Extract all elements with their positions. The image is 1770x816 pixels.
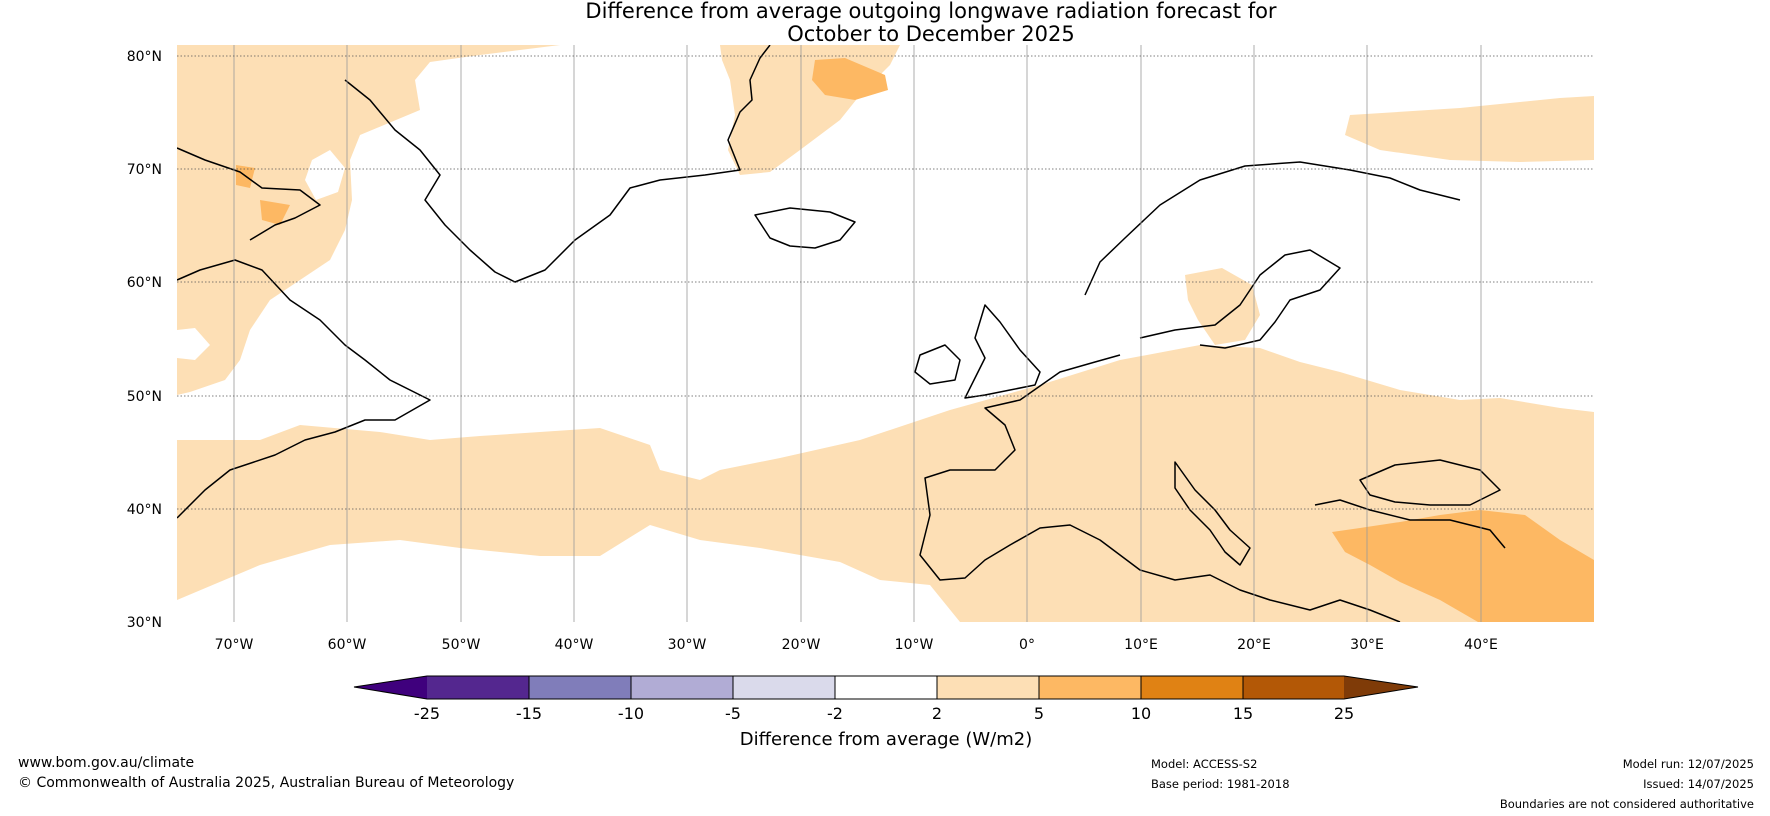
colorbar-bin	[733, 676, 835, 699]
base-period-text: Base period: 1981-2018	[1151, 777, 1290, 791]
lon-label: 30°E	[1350, 637, 1384, 653]
colorbar-dividers	[528, 676, 1244, 699]
ireland-coastline	[914, 344, 961, 385]
longitude-labels: 70°W 60°W 50°W 40°W 30°W 20°W 10°W 0° 10…	[215, 637, 1498, 653]
colorbar-bin	[529, 676, 631, 699]
colorbar-tick: -5	[725, 704, 741, 723]
labrador-coastline	[177, 259, 431, 519]
colorbar-tick: -15	[516, 704, 542, 723]
lon-label: 60°W	[328, 637, 367, 653]
colorbar-tick: -10	[618, 704, 644, 723]
anomaly-5-to-10-regions	[236, 58, 1594, 622]
anomaly-2-to-5-regions	[177, 45, 1594, 622]
issued-text: Issued: 14/07/2025	[1643, 777, 1754, 791]
colorbar-bin	[1039, 676, 1141, 699]
colorbar-bin	[835, 676, 937, 699]
anomaly-region-eastern-europe	[1345, 96, 1594, 162]
latitude-gridlines	[177, 55, 1594, 510]
colorbar-bin	[1141, 676, 1243, 699]
colorbar-bin	[937, 676, 1039, 699]
baffin-coastline	[177, 147, 321, 241]
britain-coastline	[964, 304, 1041, 399]
lat-label: 60°N	[127, 275, 162, 291]
longitude-gridlines	[233, 45, 1482, 622]
model-run-text: Model run: 12/07/2025	[1622, 757, 1754, 771]
coastlines	[177, 45, 1506, 622]
lon-label: 50°W	[442, 637, 481, 653]
near-average-hole-1	[305, 150, 345, 200]
colorbar-tick: 2	[932, 704, 942, 723]
lon-label: 10°E	[1124, 637, 1158, 653]
colorbar-tick: -25	[414, 704, 440, 723]
lon-label: 20°W	[782, 637, 821, 653]
colorbar-bin	[1243, 676, 1344, 699]
turkey-coastline	[1314, 499, 1506, 549]
near-average-hole-2	[177, 328, 210, 360]
map-title-line-2: October to December 2025	[787, 22, 1075, 46]
lon-label: 40°W	[555, 637, 594, 653]
colorbar-tick: 15	[1233, 704, 1253, 723]
colorbar-arrow-high	[1344, 676, 1418, 699]
anomaly-region-canada-small	[260, 200, 290, 225]
near-average-hole-3	[250, 350, 290, 380]
scandinavia-coastline	[1084, 161, 1461, 296]
lon-label: 70°W	[215, 637, 254, 653]
model-text: Model: ACCESS-S2	[1151, 757, 1258, 771]
colorbar-label: Difference from average (W/m2)	[740, 729, 1032, 750]
colorbar-tick: 25	[1334, 704, 1354, 723]
europe-atlantic-coastline	[919, 354, 1401, 622]
latitude-labels: 80°N 70°N 60°N 50°N 40°N 30°N	[127, 49, 162, 631]
colorbar-tick: 10	[1131, 704, 1151, 723]
greenland-coastline	[344, 45, 771, 283]
map-title: Difference from average outgoing longwav…	[0, 0, 1770, 46]
lon-label: 20°E	[1237, 637, 1271, 653]
colorbar-tick-labels: -25 -15 -10 -5 -2 2 5 10 15 25	[414, 704, 1354, 723]
anomaly-region-middle-east	[1332, 510, 1594, 622]
black-sea-coastline	[1359, 459, 1501, 506]
colorbar-bin	[427, 676, 529, 699]
colorbar-tick: 5	[1034, 704, 1044, 723]
lat-label: 80°N	[127, 49, 162, 65]
near-average-holes	[177, 150, 345, 380]
colorbar-tick: -2	[827, 704, 843, 723]
colorbar-bin	[631, 676, 733, 699]
map-area	[177, 45, 1594, 622]
lon-label: 10°W	[895, 637, 934, 653]
anomaly-region-svalbard	[812, 58, 888, 100]
lat-label: 30°N	[127, 615, 162, 631]
italy-coastline	[1174, 461, 1251, 566]
lat-label: 40°N	[127, 502, 162, 518]
lon-label: 40°E	[1464, 637, 1498, 653]
lat-label: 70°N	[127, 162, 162, 178]
lat-label: 50°N	[127, 389, 162, 405]
baltic-coastline	[1139, 249, 1341, 349]
lon-label: 30°W	[668, 637, 707, 653]
disclaimer-text: Boundaries are not considered authoritat…	[1499, 797, 1754, 811]
lon-label: 0°	[1019, 637, 1035, 653]
copyright-text: © Commonwealth of Australia 2025, Austra…	[18, 775, 515, 791]
colorbar-outline	[353, 675, 1419, 700]
colorbar-arrow-low	[354, 676, 427, 699]
map-title-line-1: Difference from average outgoing longwav…	[585, 0, 1277, 23]
website-link[interactable]: www.bom.gov.au/climate	[18, 755, 195, 771]
anomaly-region-north-america	[177, 45, 560, 395]
colorbar: -25 -15 -10 -5 -2 2 5 10 15 25 Differenc…	[353, 675, 1419, 750]
iceland-coastline	[754, 207, 856, 249]
anomaly-region-southern-band	[177, 345, 1594, 622]
